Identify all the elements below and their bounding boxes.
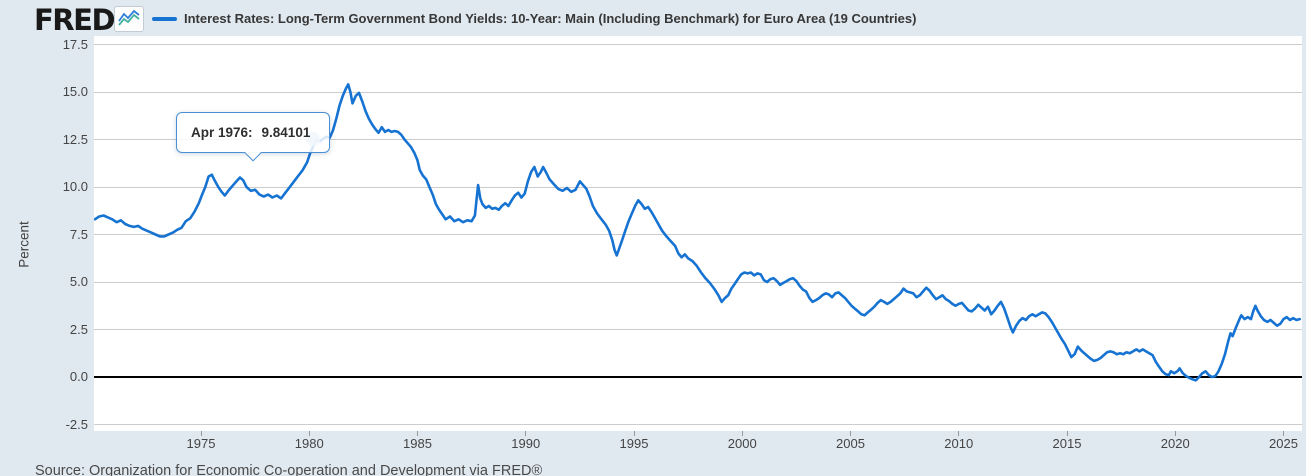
x-tick-label: 2000 (727, 436, 757, 451)
y-tick-label: 12.5 (62, 131, 88, 147)
x-tick-label: 1995 (619, 436, 649, 451)
x-tick-label: 1985 (403, 436, 432, 451)
fred-logo: FRED® (34, 3, 122, 37)
series-line[interactable] (94, 83, 1301, 382)
y-axis-title: Percent (16, 221, 32, 268)
hover-tooltip: Apr 1976: 9.84101 (176, 112, 330, 162)
chart-header: FRED® Interest Rates: Long-Term Governme… (0, 0, 1306, 37)
x-tick-label: 2005 (836, 436, 865, 451)
gridline (94, 281, 1302, 283)
x-tick-mark (200, 431, 202, 436)
gridline (94, 186, 1302, 188)
gridline (94, 329, 1302, 330)
x-tick-label: 2025 (1269, 436, 1298, 451)
gridline (94, 424, 1302, 425)
x-tick-mark (1174, 431, 1176, 436)
x-tick-mark (958, 431, 960, 436)
series-chart[interactable] (94, 36, 1302, 431)
x-tick-label: 2015 (1052, 436, 1082, 451)
x-tick-mark (308, 431, 310, 436)
x-tick-mark (1283, 431, 1284, 436)
x-tick-mark (741, 431, 743, 436)
y-tick-label: 10.0 (62, 179, 88, 194)
gridline (94, 91, 1302, 93)
x-tick-mark (417, 431, 418, 436)
x-tick-mark (525, 431, 527, 436)
x-tick-mark (1066, 431, 1068, 436)
source-note: Source: Organization for Economic Co-ope… (35, 463, 543, 476)
legend-line-swatch (152, 17, 177, 21)
tooltip-date: Apr 1976: (191, 125, 253, 140)
mini-chart-icon-svg (118, 9, 140, 26)
x-tick-mark (850, 431, 851, 436)
y-tick-label: 7.5 (69, 226, 88, 242)
y-tick-label: 15.0 (62, 84, 88, 99)
y-tick-label: 5.0 (69, 274, 88, 289)
x-tick-label: 2020 (1160, 436, 1190, 451)
x-tick-label: 1980 (294, 436, 324, 451)
gridline (94, 234, 1302, 235)
gridline (94, 139, 1302, 140)
x-tick-label: 1975 (186, 436, 216, 451)
y-tick-label: 2.5 (69, 321, 88, 337)
mini-line-chart-icon (114, 6, 144, 32)
gridline (94, 44, 1302, 45)
y-tick-label: 17.5 (62, 36, 88, 52)
x-tick-mark (633, 431, 635, 436)
zero-line (94, 376, 1302, 378)
y-tick-label: -2.5 (65, 416, 88, 432)
x-tick-label: 2010 (944, 436, 974, 451)
tooltip-value: 9.84101 (261, 125, 311, 140)
plot-area[interactable] (94, 36, 1302, 431)
series-title: Interest Rates: Long-Term Government Bon… (184, 11, 917, 26)
y-tick-label: 0.0 (69, 369, 88, 384)
x-tick-label: 1990 (511, 436, 541, 451)
